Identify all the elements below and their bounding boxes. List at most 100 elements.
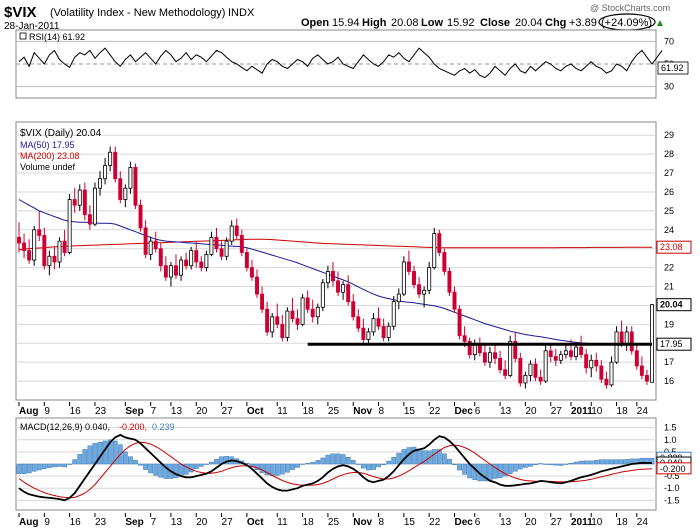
candle-body bbox=[462, 335, 467, 342]
macd-hist-bar bbox=[619, 459, 625, 465]
macd-hist-bar bbox=[583, 460, 589, 465]
macd-hist-bar bbox=[411, 446, 417, 465]
macd-hist-bar bbox=[538, 463, 543, 465]
x-tick-label: 2011 bbox=[571, 406, 593, 417]
macd-hist-bar bbox=[67, 463, 73, 465]
candle bbox=[219, 241, 224, 261]
candle bbox=[589, 354, 594, 378]
rsi-legend: RSI(14) 61.92 bbox=[19, 32, 85, 42]
candle-body bbox=[17, 236, 21, 244]
candle bbox=[482, 345, 487, 366]
macd-hist-bar bbox=[158, 463, 164, 478]
x-tick-label: 18 bbox=[303, 406, 315, 417]
macd-hist-bar bbox=[300, 463, 305, 465]
candle-body bbox=[503, 369, 508, 376]
candle-body bbox=[624, 331, 629, 344]
candle bbox=[406, 250, 411, 276]
candle-body bbox=[518, 357, 523, 384]
candle bbox=[457, 305, 462, 340]
close-label: Close bbox=[480, 17, 510, 29]
price-tick-label: 19 bbox=[664, 319, 674, 329]
candle-body bbox=[320, 282, 325, 308]
symbol: $VIX bbox=[4, 4, 37, 21]
candle bbox=[558, 350, 563, 365]
signal-legend-label: -0.200, bbox=[119, 422, 147, 432]
candle bbox=[249, 260, 254, 281]
high-value: 20.08 bbox=[391, 17, 419, 29]
x-tick-label: Dec bbox=[455, 406, 474, 417]
candle-body bbox=[229, 225, 234, 242]
candle bbox=[609, 356, 614, 387]
candle-body bbox=[52, 255, 57, 263]
candle bbox=[417, 277, 422, 298]
exchange: INDX bbox=[228, 7, 255, 19]
price-tick-label: 27 bbox=[664, 168, 674, 178]
ma50-tag-box bbox=[656, 337, 692, 351]
candle bbox=[543, 345, 548, 383]
ma50-legend-label: MA(50) 17.95 bbox=[20, 140, 75, 150]
macd-hist-bar bbox=[452, 463, 457, 465]
candle-body bbox=[295, 318, 300, 325]
candle-body bbox=[543, 350, 548, 382]
x-tick-label: 10 bbox=[591, 517, 603, 528]
candle-body bbox=[153, 240, 158, 250]
candle bbox=[295, 309, 300, 331]
rsi-tick-label: 70 bbox=[664, 36, 674, 46]
candle bbox=[67, 193, 72, 255]
macd-tick-label: -1.0 bbox=[664, 483, 680, 493]
macd-hist-bar bbox=[72, 459, 78, 465]
candle bbox=[265, 301, 270, 336]
candle bbox=[189, 246, 194, 270]
candle-body bbox=[528, 363, 533, 376]
candle bbox=[498, 350, 503, 374]
x-tick-label: Oct bbox=[247, 406, 264, 417]
macd-hist-bar bbox=[366, 463, 371, 471]
candle bbox=[305, 290, 310, 314]
macd-panel: 1.51.00.50.0-0.5-1.0-1.5 MACD(12,26,9) 0… bbox=[15, 417, 692, 511]
macd-line bbox=[18, 433, 652, 502]
high-label: High bbox=[362, 17, 387, 29]
candle-body bbox=[371, 318, 376, 333]
signal-tag-box bbox=[656, 462, 692, 475]
candle-body bbox=[629, 331, 634, 352]
macd-hist-bar bbox=[517, 463, 523, 470]
candle-body bbox=[67, 199, 72, 253]
candle bbox=[386, 322, 391, 342]
macd-legend-label: MACD(12,26,9) 0.040, bbox=[20, 422, 110, 432]
signal-tag: -0.200 bbox=[660, 464, 686, 474]
macd-hist-bar bbox=[290, 463, 295, 470]
candle bbox=[270, 313, 275, 338]
price-tick-label: 22 bbox=[664, 263, 674, 273]
price-tick-label: 26 bbox=[664, 187, 674, 197]
candle-body bbox=[184, 259, 189, 267]
candle bbox=[148, 237, 153, 261]
candle-body bbox=[22, 242, 27, 251]
candle bbox=[574, 343, 579, 361]
x-tick-label: 20 bbox=[196, 406, 208, 417]
price-tick-label: 17 bbox=[664, 357, 674, 367]
candle-body bbox=[270, 316, 275, 333]
candle-body bbox=[412, 271, 416, 286]
candle bbox=[584, 348, 589, 374]
candle bbox=[391, 295, 396, 331]
macd-hist-bar bbox=[178, 463, 184, 477]
candle bbox=[32, 226, 37, 266]
macd-hist-bar bbox=[310, 462, 316, 465]
candle bbox=[239, 229, 244, 257]
candle bbox=[325, 265, 330, 289]
macd-hist-bar bbox=[264, 463, 270, 476]
rsi-legend-label: RSI(14) 61.92 bbox=[29, 32, 85, 42]
candle bbox=[275, 303, 280, 329]
candle bbox=[629, 326, 634, 355]
macd-hist-bar bbox=[568, 463, 574, 465]
candle-body bbox=[244, 252, 249, 269]
candle-body bbox=[92, 187, 97, 225]
candle bbox=[72, 188, 77, 213]
candle-body bbox=[427, 267, 432, 291]
x-tick-label: 22 bbox=[429, 517, 441, 528]
macd-hist-bar bbox=[355, 463, 361, 465]
macd-hist-bar bbox=[46, 463, 52, 468]
macd-hist-bar bbox=[431, 449, 437, 465]
candle bbox=[604, 371, 609, 389]
